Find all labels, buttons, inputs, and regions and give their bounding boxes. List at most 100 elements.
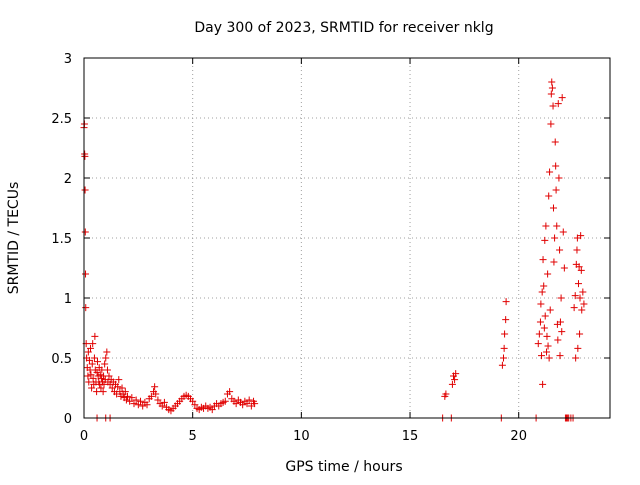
data-point	[551, 138, 559, 146]
data-point	[535, 330, 543, 338]
data-point	[544, 270, 552, 278]
data-point	[574, 280, 582, 288]
data-point	[575, 263, 583, 271]
data-point	[554, 100, 562, 108]
data-point	[543, 348, 551, 356]
x-axis-title: GPS time / hours	[285, 459, 402, 475]
data-point	[82, 304, 90, 312]
data-point	[557, 294, 565, 302]
data-point	[84, 372, 92, 380]
data-point	[130, 400, 138, 408]
data-point	[99, 388, 107, 396]
data-point	[89, 374, 97, 382]
data-point	[189, 397, 197, 405]
data-point	[549, 204, 557, 212]
data-point	[147, 392, 155, 400]
x-tick-label: 15	[402, 429, 419, 444]
data-point	[208, 406, 216, 414]
data-point	[81, 228, 89, 236]
data-point	[558, 328, 566, 336]
data-point	[122, 396, 130, 404]
data-point	[570, 304, 578, 312]
data-point	[547, 90, 555, 98]
data-point	[132, 396, 140, 404]
data-point	[96, 371, 104, 379]
x-tick-label: 20	[510, 429, 527, 444]
data-point	[501, 330, 509, 338]
data-point	[103, 348, 111, 356]
data-point	[81, 186, 89, 194]
data-point	[560, 264, 568, 272]
data-point	[534, 340, 542, 348]
data-point	[88, 360, 96, 368]
y-tick-label: 1.5	[51, 232, 72, 247]
data-point	[577, 266, 585, 274]
data-point	[543, 332, 551, 340]
data-point	[123, 392, 131, 400]
data-point	[559, 228, 567, 236]
x-tick-label: 5	[189, 429, 197, 444]
data-point	[158, 402, 166, 410]
data-point	[137, 397, 145, 405]
grid-lines	[84, 58, 610, 418]
data-point	[245, 396, 253, 404]
data-point	[576, 294, 584, 302]
data-point	[538, 352, 546, 360]
data-point	[572, 354, 580, 362]
data-point	[97, 384, 105, 392]
data-point	[126, 397, 134, 405]
data-point	[105, 372, 113, 380]
y-tick-label: 2	[64, 172, 72, 187]
data-point	[85, 356, 93, 364]
data-point	[221, 397, 229, 405]
data-point	[442, 390, 450, 398]
data-point	[90, 354, 98, 362]
data-point	[239, 401, 247, 409]
data-point	[574, 344, 582, 352]
data-point	[151, 383, 159, 391]
data-point	[251, 400, 259, 408]
data-point	[114, 383, 122, 391]
data-point	[101, 360, 109, 368]
data-point	[548, 78, 556, 86]
plot-frame	[83, 57, 611, 419]
data-point	[87, 371, 95, 379]
data-point	[539, 256, 547, 264]
data-point	[100, 380, 108, 388]
data-point	[232, 400, 240, 408]
data-point	[578, 306, 586, 314]
data-point	[87, 344, 95, 352]
data-point	[548, 84, 556, 92]
data-point	[541, 312, 549, 320]
data-point	[576, 330, 584, 338]
data-point	[134, 401, 142, 409]
data-point	[93, 388, 101, 396]
data-point	[89, 340, 97, 348]
data-point	[545, 192, 553, 200]
data-point	[448, 380, 456, 388]
data-point	[118, 384, 126, 392]
data-point	[102, 354, 110, 362]
data-point	[555, 174, 563, 182]
data-point	[552, 186, 560, 194]
data-point	[191, 401, 199, 409]
data-point	[554, 336, 562, 344]
data-point	[452, 370, 460, 378]
y-tick-label: 1	[64, 292, 72, 307]
data-point	[500, 344, 508, 352]
data-point	[558, 94, 566, 102]
data-point	[539, 380, 547, 388]
chart-title: Day 300 of 2023, SRMTID for receiver nkl…	[194, 20, 493, 36]
axis-ticks: 0 0.5 1 1.5 2 2.5 3 0 5 10 15 20	[51, 52, 610, 444]
data-point	[143, 401, 151, 409]
y-tick-label: 0.5	[51, 352, 72, 367]
data-point	[152, 390, 160, 398]
y-tick-label: 2.5	[51, 112, 72, 127]
data-point	[540, 324, 548, 332]
data-point	[451, 376, 459, 384]
data-point	[115, 376, 123, 384]
data-point	[139, 402, 147, 410]
data-point	[82, 270, 90, 278]
